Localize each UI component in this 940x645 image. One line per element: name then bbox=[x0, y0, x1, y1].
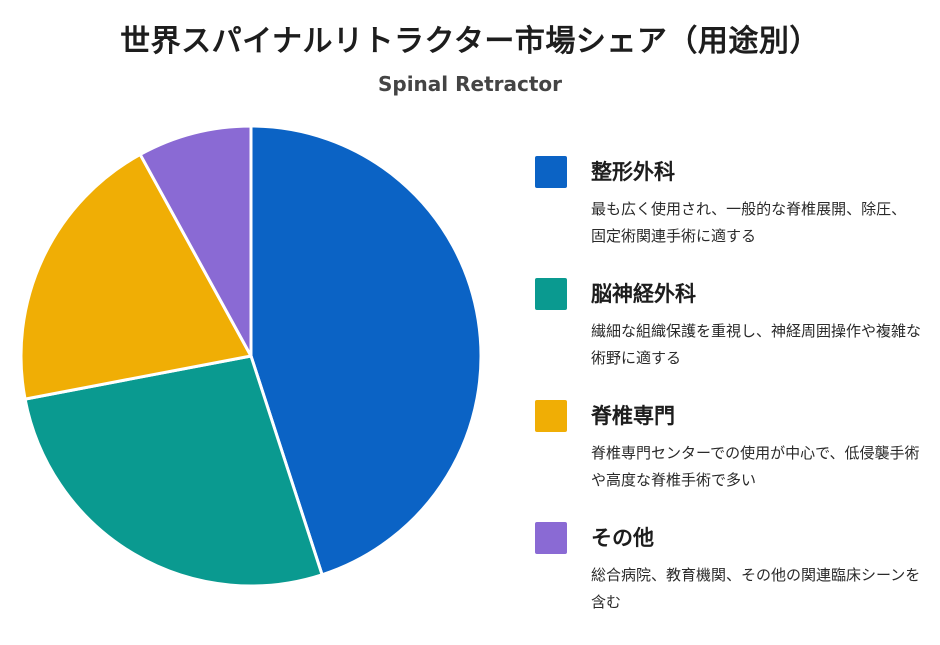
legend-label: 脳神経外科 bbox=[591, 282, 696, 306]
legend-label: 整形外科 bbox=[591, 160, 675, 184]
chart-title: 世界スパイナルリトラクター市場シェア（用途別） bbox=[120, 24, 820, 59]
legend-swatch bbox=[535, 156, 567, 188]
pie-slice-4 bbox=[138, 124, 253, 358]
legend-label: その他 bbox=[591, 526, 654, 550]
chart-subtitle: Spinal Retractor bbox=[377, 72, 563, 96]
legend-description: 脊椎専門センターでの使用が中心で、低侵襲手術や高度な脊椎手術で多い bbox=[591, 444, 920, 489]
pie-slice-2 bbox=[23, 354, 324, 588]
legend-swatch bbox=[535, 278, 567, 310]
legend-label: 脊椎専門 bbox=[591, 404, 675, 428]
legend-description: 総合病院、教育機関、その他の関連臨床シーンを含む bbox=[591, 566, 921, 611]
legend-description: 繊細な組織保護を重視し、神経周囲操作や複雑な術野に適する bbox=[591, 322, 922, 367]
legend-description: 最も広く使用され、一般的な脊椎展開、除圧、固定術関連手術に適する bbox=[591, 200, 907, 245]
pie-slice-1 bbox=[249, 124, 483, 577]
pie-slice-3 bbox=[19, 152, 253, 401]
legend-swatch bbox=[535, 522, 567, 554]
legend-swatch bbox=[535, 400, 567, 432]
